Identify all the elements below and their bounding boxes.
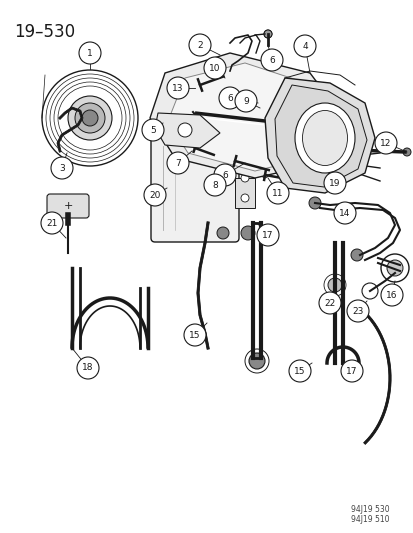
Circle shape: [192, 145, 197, 151]
Circle shape: [333, 202, 355, 224]
FancyBboxPatch shape: [151, 134, 238, 242]
Text: 19–530: 19–530: [14, 23, 75, 41]
Circle shape: [380, 284, 402, 306]
Circle shape: [204, 57, 225, 79]
Circle shape: [166, 152, 189, 174]
Circle shape: [240, 194, 248, 202]
Circle shape: [327, 278, 341, 292]
Circle shape: [263, 30, 271, 38]
Circle shape: [178, 123, 192, 137]
Circle shape: [51, 157, 73, 179]
Ellipse shape: [302, 110, 347, 166]
Circle shape: [166, 77, 189, 99]
Text: 22: 22: [324, 298, 335, 308]
Text: 6: 6: [222, 171, 227, 180]
Circle shape: [204, 174, 225, 196]
Circle shape: [293, 35, 315, 57]
Circle shape: [346, 300, 368, 322]
Circle shape: [144, 184, 166, 206]
Text: 14: 14: [339, 208, 350, 217]
Circle shape: [263, 30, 271, 38]
Circle shape: [240, 226, 254, 240]
Text: 19: 19: [328, 179, 340, 188]
Circle shape: [374, 132, 396, 154]
Circle shape: [240, 174, 248, 182]
Circle shape: [248, 353, 264, 369]
Bar: [309, 151, 344, 173]
Circle shape: [41, 212, 63, 234]
Circle shape: [323, 172, 345, 194]
Bar: [235, 178, 254, 208]
Polygon shape: [264, 78, 374, 193]
Text: 17: 17: [345, 367, 357, 376]
Polygon shape: [168, 63, 324, 171]
Circle shape: [235, 90, 256, 112]
Text: 8: 8: [211, 181, 217, 190]
Text: 9: 9: [242, 96, 248, 106]
Circle shape: [252, 98, 262, 108]
Text: 11: 11: [272, 189, 283, 198]
Text: 15: 15: [189, 330, 200, 340]
Circle shape: [288, 360, 310, 382]
Polygon shape: [274, 85, 366, 187]
Text: 20: 20: [149, 190, 160, 199]
Text: 94J19 530: 94J19 530: [351, 505, 389, 514]
Polygon shape: [154, 113, 219, 148]
Ellipse shape: [294, 103, 354, 173]
Circle shape: [177, 105, 212, 141]
Text: 21: 21: [46, 219, 57, 228]
Circle shape: [261, 172, 267, 178]
Circle shape: [294, 122, 304, 132]
Text: 4: 4: [301, 42, 307, 51]
Text: 94J19 510: 94J19 510: [351, 515, 389, 524]
Circle shape: [402, 148, 410, 156]
Circle shape: [260, 49, 282, 71]
Bar: [177, 123, 212, 138]
Text: 23: 23: [351, 306, 363, 316]
Text: 12: 12: [380, 139, 391, 148]
Circle shape: [183, 324, 206, 346]
Circle shape: [75, 103, 105, 133]
Circle shape: [189, 34, 211, 56]
Circle shape: [185, 113, 204, 133]
Text: 6: 6: [268, 55, 274, 64]
Circle shape: [266, 182, 288, 204]
Text: 7: 7: [175, 158, 180, 167]
FancyBboxPatch shape: [47, 194, 89, 218]
Circle shape: [386, 260, 402, 276]
Text: 18: 18: [82, 364, 93, 373]
Circle shape: [308, 197, 320, 209]
Polygon shape: [150, 53, 339, 178]
Circle shape: [256, 224, 278, 246]
Text: +: +: [63, 201, 73, 211]
Text: 3: 3: [59, 164, 65, 173]
Circle shape: [68, 96, 112, 140]
Circle shape: [240, 146, 249, 156]
Text: 13: 13: [172, 84, 183, 93]
Circle shape: [231, 158, 237, 164]
Circle shape: [216, 227, 228, 239]
Circle shape: [214, 164, 235, 186]
Text: 15: 15: [294, 367, 305, 376]
Text: 2: 2: [197, 41, 202, 50]
Circle shape: [350, 249, 362, 261]
Text: 1: 1: [87, 49, 93, 58]
Circle shape: [79, 42, 101, 64]
Circle shape: [77, 357, 99, 379]
Text: 10: 10: [209, 63, 220, 72]
Circle shape: [340, 360, 362, 382]
Circle shape: [142, 119, 164, 141]
Circle shape: [218, 87, 240, 109]
Circle shape: [197, 82, 202, 88]
Circle shape: [82, 110, 98, 126]
Circle shape: [159, 119, 166, 127]
Text: 6: 6: [227, 93, 232, 102]
Text: 17: 17: [261, 230, 273, 239]
Circle shape: [318, 292, 340, 314]
Text: 5: 5: [150, 125, 156, 134]
Text: 16: 16: [385, 290, 397, 300]
